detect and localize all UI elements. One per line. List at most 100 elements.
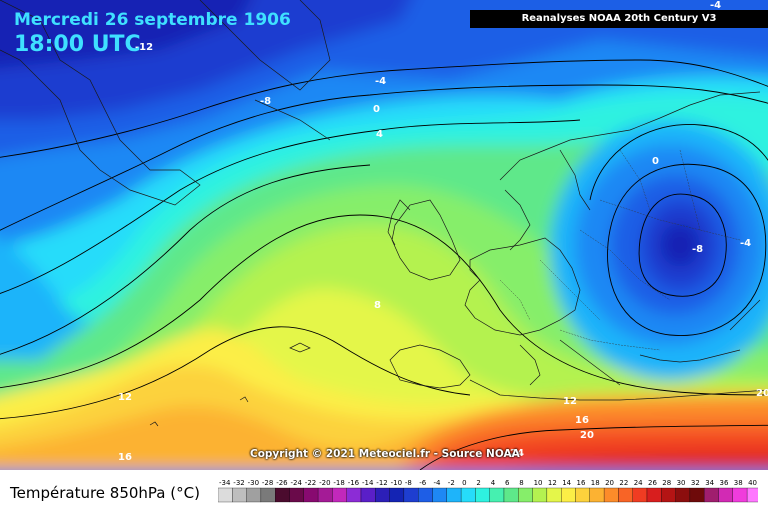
legend-tick-label: 34 bbox=[705, 479, 714, 487]
legend-tick-label: -14 bbox=[362, 479, 374, 487]
legend-swatch bbox=[632, 487, 648, 503]
isotherm-label: 20 bbox=[580, 430, 594, 441]
legend-swatch bbox=[275, 487, 290, 503]
legend-tick-label: 2 bbox=[476, 479, 480, 487]
legend-tick-label: -34 bbox=[219, 479, 231, 487]
legend-swatch bbox=[317, 487, 333, 503]
legend-swatch bbox=[689, 487, 705, 503]
legend-tick-label: -28 bbox=[262, 479, 273, 487]
legend-tick-label: -22 bbox=[305, 479, 316, 487]
isotherm-label: 12 bbox=[118, 392, 132, 403]
legend-swatch bbox=[746, 487, 758, 503]
legend-swatch bbox=[332, 487, 347, 503]
legend-swatch bbox=[218, 487, 233, 503]
legend-tick-label: -8 bbox=[405, 479, 412, 487]
legend-tick-label: 0 bbox=[462, 479, 466, 487]
legend-swatch bbox=[661, 487, 676, 503]
legend-swatch bbox=[675, 487, 691, 503]
isotherm-label: 16 bbox=[118, 452, 132, 463]
isotherm-label: 0 bbox=[373, 104, 380, 115]
legend-tick-label: 14 bbox=[562, 479, 571, 487]
legend-swatch bbox=[289, 487, 304, 503]
color-legend: -34 -32 -30 -28 -26 -24 -22 -20 -18 -16 -14 -12 -10-… bbox=[218, 479, 758, 503]
legend-swatch bbox=[246, 487, 262, 503]
legend-swatch bbox=[475, 487, 490, 503]
legend-tick-label: 6 bbox=[505, 479, 510, 487]
legend-tick-label: -12 bbox=[376, 479, 387, 487]
legend-tick-label: -18 bbox=[333, 479, 344, 487]
isotherm-label: 24 bbox=[510, 448, 524, 459]
legend-swatch bbox=[518, 487, 533, 503]
legend-tick-label: 22 bbox=[619, 479, 628, 487]
isotherm-label: 4 bbox=[376, 129, 383, 140]
legend-tick-label: -20 bbox=[319, 479, 330, 487]
legend-tick-label: -30 bbox=[248, 479, 259, 487]
map-time: 18:00 UTC bbox=[14, 32, 141, 57]
isotherm-label: -4 bbox=[740, 238, 751, 249]
legend-tick-label: 24 bbox=[634, 479, 643, 487]
isotherm-labels: -12 -8 -4 0 4 8 0 -8 -4 12 12 16 20 24 1… bbox=[118, 0, 768, 463]
legend-tick-label: -2 bbox=[448, 479, 455, 487]
source-banner: Reanalyses NOAA 20th Century V3 bbox=[470, 10, 768, 28]
legend-tick-label: 26 bbox=[648, 479, 657, 487]
legend-swatch bbox=[575, 487, 590, 503]
legend-swatch bbox=[618, 487, 633, 503]
legend-swatch bbox=[389, 487, 405, 503]
legend-tick-label: -16 bbox=[348, 479, 360, 487]
isotherm-label: 8 bbox=[374, 300, 381, 311]
legend-swatch bbox=[403, 487, 419, 503]
coastlines bbox=[0, 0, 768, 427]
isotherm-label: -8 bbox=[692, 244, 703, 255]
legend-swatch bbox=[546, 487, 562, 503]
legend-tick-label: 28 bbox=[662, 479, 671, 487]
map-date: Mercredi 26 septembre 1906 bbox=[14, 10, 291, 30]
legend-tick-label: 32 bbox=[691, 479, 700, 487]
isotherm-label: 16 bbox=[575, 415, 589, 426]
legend-tick-label: 12 bbox=[548, 479, 557, 487]
legend-swatch bbox=[360, 487, 376, 503]
legend-swatch bbox=[704, 487, 719, 503]
legend-swatch bbox=[346, 487, 362, 503]
legend-tick-label: -4 bbox=[434, 479, 442, 487]
legend-swatch bbox=[418, 487, 433, 503]
legend-title: Température 850hPa (°C) bbox=[10, 484, 200, 502]
legend-tick-label: 36 bbox=[720, 479, 729, 487]
legend-tick-label: 20 bbox=[605, 479, 614, 487]
legend-tick-label: 16 bbox=[577, 479, 586, 487]
temperature-field bbox=[0, 0, 768, 470]
legend-tick-label: -24 bbox=[291, 479, 303, 487]
legend-tick-label: -6 bbox=[419, 479, 427, 487]
legend-swatch bbox=[532, 487, 548, 503]
legend-swatch bbox=[460, 487, 476, 503]
legend-tick-label: 40 bbox=[748, 479, 757, 487]
legend-swatch bbox=[232, 487, 247, 503]
isotherm-label: 12 bbox=[563, 396, 577, 407]
legend-tick-label: -32 bbox=[233, 479, 244, 487]
legend-tick-label: 10 bbox=[534, 479, 543, 487]
legend-tick-label: 38 bbox=[734, 479, 743, 487]
isotherm-label: -4 bbox=[375, 76, 386, 87]
legend-swatch bbox=[561, 487, 576, 503]
legend-tick-label: -26 bbox=[276, 479, 288, 487]
copyright-notice: Copyright © 2021 Meteociel.fr - Source N… bbox=[250, 448, 520, 460]
isotherm-label: -4 bbox=[710, 0, 721, 11]
isotherm-label: 0 bbox=[652, 156, 659, 167]
legend-swatch bbox=[503, 487, 519, 503]
isotherm-label: -12 bbox=[135, 42, 153, 53]
legend-swatch bbox=[303, 487, 319, 503]
legend-swatch bbox=[432, 487, 447, 503]
legend-tick-label: 8 bbox=[519, 479, 523, 487]
legend-swatch bbox=[646, 487, 662, 503]
legend-tick-label: 4 bbox=[491, 479, 496, 487]
legend-swatch bbox=[446, 487, 462, 503]
legend-swatch bbox=[718, 487, 733, 503]
legend-swatch bbox=[732, 487, 748, 503]
borders bbox=[499, 149, 741, 351]
legend-swatch bbox=[489, 487, 505, 503]
legend-tick-label: 18 bbox=[591, 479, 600, 487]
legend-swatch bbox=[603, 487, 619, 503]
legend-swatch bbox=[260, 487, 276, 503]
legend-tick-label: 30 bbox=[677, 479, 686, 487]
isotherm-label: 20 bbox=[756, 388, 768, 399]
